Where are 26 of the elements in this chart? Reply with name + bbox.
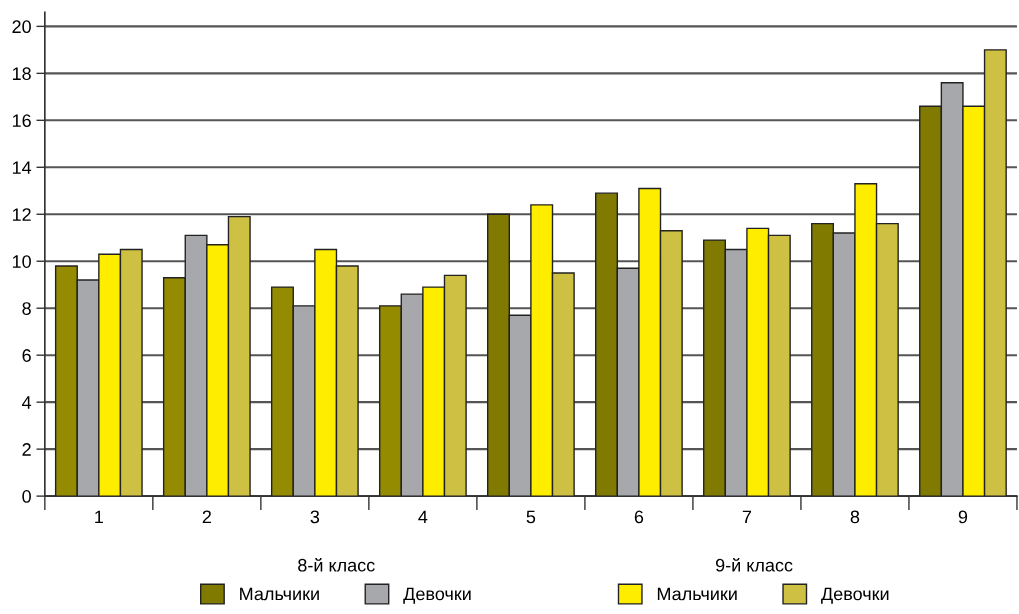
legend-label: Мальчики: [657, 587, 737, 601]
x-tick-label: 8: [850, 510, 860, 524]
y-tick-label: 16: [12, 114, 31, 128]
y-tick-label: 12: [12, 208, 31, 221]
x-tick-label: 4: [418, 510, 428, 524]
text: 8-й класс: [298, 558, 375, 572]
legend-label: Мальчики: [240, 587, 319, 601]
legend-label: Девочки: [403, 587, 471, 604]
y-tick-label: 2: [22, 443, 31, 456]
x-tick-label: 2: [202, 510, 211, 524]
legend-label: Девочки: [821, 587, 889, 604]
x-tick-label: 6: [634, 510, 644, 524]
y-tick-label: 20: [12, 20, 31, 34]
y-tick-label: 6: [22, 349, 31, 362]
x-tick-label: 1: [95, 510, 103, 524]
y-tick-label: 14: [12, 161, 32, 174]
x-tick-label: 5: [526, 510, 536, 524]
y-tick-label: 10: [12, 255, 31, 268]
y-tick-label: 4: [22, 396, 32, 409]
y-tick-label: 8: [22, 302, 31, 315]
text: 9-й класс: [715, 558, 793, 572]
y-tick-label: 18: [12, 67, 31, 81]
y-tick-label: 0: [22, 490, 31, 503]
x-tick-label: 3: [310, 510, 320, 524]
x-tick-label: 9: [958, 510, 968, 524]
x-tick-label: 7: [742, 510, 752, 524]
